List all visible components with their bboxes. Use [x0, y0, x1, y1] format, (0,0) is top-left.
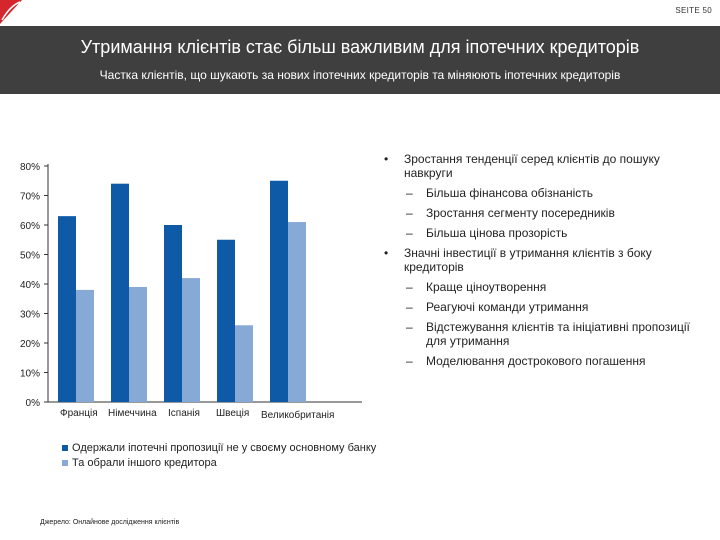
- bar-received-offers-4: [270, 180, 288, 402]
- x-category-label: Великобританія: [261, 409, 334, 421]
- bullet-dash-icon: –: [406, 354, 413, 368]
- bullet-dot-icon: •: [384, 246, 389, 260]
- bullet-text: Зростання тенденції серед клієнтів до по…: [404, 152, 660, 180]
- y-tick-label: 70%: [20, 192, 40, 203]
- y-tick-label: 20%: [20, 339, 40, 350]
- sub-bullet-item: – Відстежування клієнтів та ініціативні п…: [378, 320, 698, 348]
- y-tick-label: 0%: [26, 398, 41, 409]
- x-category-label: Швеція: [216, 408, 249, 419]
- bullet-dash-icon: –: [406, 280, 413, 294]
- bullet-text: Значні інвестиції в утримання клієнтів з…: [404, 246, 652, 274]
- bullet-text: Більша цінова прозорість: [426, 226, 568, 240]
- bar-received-offers-2: [164, 225, 182, 402]
- y-tick-label: 30%: [20, 310, 40, 321]
- bar-chart: 0% 10% 20% 30% 40% 50% 60% 70% 80% Франція Німеччи…: [20, 162, 362, 421]
- bar-chose-other-0: [76, 289, 94, 402]
- bullet-item: • Значні інвестиції в утримання клієнтів …: [378, 246, 698, 274]
- sub-bullet-item: – Реагуючі команди утримання: [378, 300, 698, 314]
- sub-bullet-item: – Краще ціноутворення: [378, 280, 698, 294]
- y-tick-label: 50%: [20, 251, 40, 262]
- chart-legend: Одержали іпотечні пропозиції не у своєму…: [62, 440, 376, 470]
- page-title: Утримання клієнтів стає більш важливим д…: [80, 37, 640, 57]
- bullet-dash-icon: –: [406, 206, 413, 220]
- y-tick-label: 10%: [20, 369, 40, 380]
- bullet-item: • Зростання тенденції серед клієнтів до п…: [378, 152, 698, 180]
- header-band: Утримання клієнтів стає більш важливим д…: [0, 26, 720, 94]
- bar-received-offers-0: [58, 216, 76, 402]
- x-category-label: Німеччина: [108, 408, 157, 419]
- sub-bullet-item: – Більша цінова прозорість: [378, 226, 698, 240]
- bar-chose-other-2: [182, 278, 200, 402]
- bullet-text: Краще ціноутворення: [426, 280, 547, 294]
- x-category-label: Франція: [60, 408, 98, 419]
- bullet-text: Відстежування клієнтів та ініціативні пр…: [426, 320, 690, 348]
- bullet-dash-icon: –: [406, 320, 413, 334]
- x-category-label: Іспанія: [168, 408, 200, 419]
- bullet-dash-icon: –: [406, 226, 413, 240]
- bar-chose-other-3: [235, 325, 253, 402]
- bullet-dash-icon: –: [406, 186, 413, 200]
- legend-label: Одержали іпотечні пропозиції не у своєму…: [72, 441, 377, 454]
- sub-bullet-item: – Зростання сегменту посередників: [378, 206, 698, 220]
- company-logo: [0, 0, 22, 24]
- bar-received-offers-1: [111, 183, 129, 402]
- legend-swatch: [62, 459, 68, 466]
- top-bar: SEITE 50: [0, 0, 720, 26]
- y-tick-label: 40%: [20, 280, 40, 291]
- y-tick-label: 60%: [20, 221, 40, 232]
- source-note: Джерело: Онлайнове дослідження клієнтів: [40, 519, 180, 526]
- sub-bullet-item: – Моделювання дострокового погашення: [378, 354, 698, 368]
- legend-swatch: [62, 444, 68, 451]
- bar-received-offers-3: [217, 239, 235, 402]
- legend-item: Та обрали іншого кредитора: [62, 455, 376, 470]
- bullet-dash-icon: –: [406, 300, 413, 314]
- bar-chose-other-4: [288, 222, 306, 402]
- bullet-dot-icon: •: [384, 152, 389, 166]
- legend-label: Та обрали іншого кредитора: [72, 456, 217, 469]
- bar-chose-other-1: [129, 286, 147, 402]
- bullet-text: Моделювання дострокового погашення: [426, 354, 646, 368]
- bullet-text: Більша фінансова обізнаність: [426, 186, 594, 200]
- sub-bullet-item: – Більша фінансова обізнаність: [378, 186, 698, 200]
- bullet-list: • Зростання тенденції серед клієнтів до п…: [378, 152, 698, 374]
- page-number: SEITE 50: [675, 6, 712, 15]
- legend-item: Одержали іпотечні пропозиції не у своєму…: [62, 440, 376, 455]
- bullet-text: Реагуючі команди утримання: [426, 300, 589, 314]
- y-tick-label: 80%: [20, 162, 40, 173]
- page-subtitle: Частка клієнтів, що шукають за нових іпо…: [99, 68, 621, 82]
- bullet-text: Зростання сегменту посередників: [426, 206, 615, 220]
